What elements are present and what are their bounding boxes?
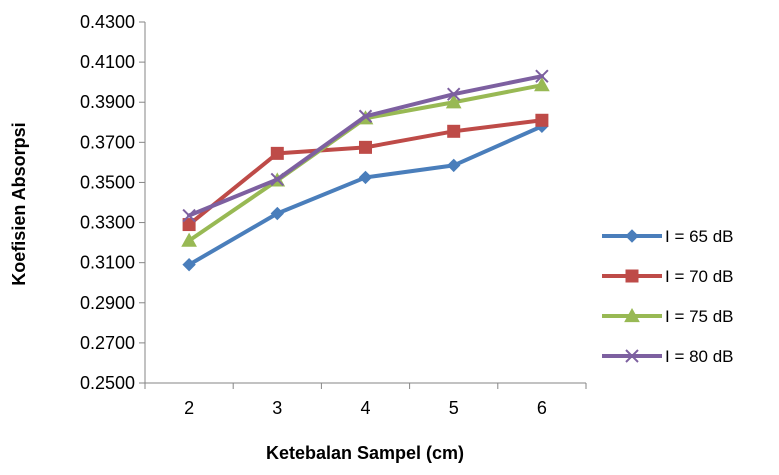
series-2 — [182, 113, 549, 232]
series-group — [181, 69, 550, 272]
legend-label: I = 65 dB — [665, 227, 734, 246]
y-tick-label: 0.2500 — [80, 373, 135, 393]
data-point-x — [446, 87, 461, 101]
y-tick-label: 0.2900 — [80, 293, 135, 313]
x-tick-label: 3 — [272, 398, 282, 418]
data-point-x — [182, 208, 196, 223]
legend-marker-diamond — [625, 229, 639, 243]
data-point-triangle — [445, 94, 462, 109]
x-tick-label: 5 — [449, 398, 459, 418]
legend-item: I = 70 dB — [602, 267, 734, 286]
y-tick-label: 0.2700 — [80, 333, 135, 353]
x-tick-label: 6 — [537, 398, 547, 418]
data-point-diamond — [270, 206, 285, 221]
data-point-x — [358, 109, 373, 123]
y-tick-label: 0.3900 — [80, 92, 135, 112]
y-tick-label: 0.4300 — [80, 12, 135, 32]
legend-marker-triangle — [624, 307, 640, 323]
data-point-diamond — [182, 257, 196, 272]
y-tick-label: 0.3700 — [80, 132, 135, 152]
y-tick-label: 0.3300 — [80, 213, 135, 233]
x-tick-label: 4 — [360, 398, 370, 418]
data-point-x — [535, 69, 549, 83]
y-tick-label: 0.3100 — [80, 253, 135, 273]
legend-label: I = 75 dB — [665, 307, 734, 326]
series-4 — [182, 69, 549, 223]
data-point-diamond — [446, 158, 461, 173]
legend-item: I = 80 dB — [602, 347, 734, 366]
y-tick-label: 0.3500 — [80, 172, 135, 192]
y-tick-label: 0.4100 — [80, 52, 135, 72]
data-point-triangle — [181, 232, 197, 247]
y-axis-title: Koefisien Absorpsi — [9, 122, 29, 285]
legend-label: I = 80 dB — [665, 347, 734, 366]
x-axis-title: Ketebalan Sampel (cm) — [266, 443, 464, 463]
x-tick-label: 2 — [184, 398, 194, 418]
data-point-square — [270, 146, 284, 160]
series-line — [187, 83, 544, 243]
data-point-square — [359, 140, 372, 154]
axes: 0.2500 0.2700 0.2900 0.3100 0.3300 0.3500 0.37… — [80, 12, 587, 418]
legend-item: I = 75 dB — [602, 307, 734, 326]
data-point-square — [535, 113, 549, 127]
legend-marker-square — [625, 269, 639, 283]
legend-label: I = 70 dB — [665, 267, 734, 286]
data-point-triangle — [534, 77, 550, 92]
data-point-square — [447, 124, 461, 138]
data-point-diamond — [358, 170, 373, 185]
data-point-x — [270, 172, 285, 187]
series-3 — [181, 77, 550, 247]
legend-item: I = 65 dB — [602, 227, 734, 246]
legend: I = 65 dB I = 70 dB I = 75 dB I = 80 dB — [602, 227, 734, 366]
legend-marker-x — [625, 349, 639, 363]
data-point-square — [182, 218, 196, 232]
